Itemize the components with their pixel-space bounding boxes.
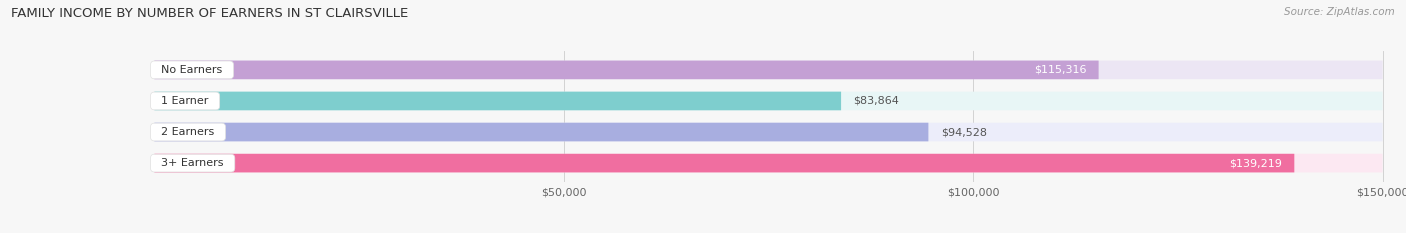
Text: No Earners: No Earners	[155, 65, 229, 75]
FancyBboxPatch shape	[155, 123, 928, 141]
FancyBboxPatch shape	[155, 154, 1382, 172]
FancyBboxPatch shape	[155, 123, 1382, 141]
Text: 3+ Earners: 3+ Earners	[155, 158, 231, 168]
FancyBboxPatch shape	[155, 92, 841, 110]
Text: 1 Earner: 1 Earner	[155, 96, 215, 106]
Text: 2 Earners: 2 Earners	[155, 127, 222, 137]
Text: FAMILY INCOME BY NUMBER OF EARNERS IN ST CLAIRSVILLE: FAMILY INCOME BY NUMBER OF EARNERS IN ST…	[11, 7, 409, 20]
FancyBboxPatch shape	[155, 61, 1382, 79]
Text: $83,864: $83,864	[853, 96, 900, 106]
Text: $115,316: $115,316	[1033, 65, 1087, 75]
FancyBboxPatch shape	[155, 61, 1098, 79]
Text: Source: ZipAtlas.com: Source: ZipAtlas.com	[1284, 7, 1395, 17]
FancyBboxPatch shape	[155, 154, 1295, 172]
Text: $94,528: $94,528	[941, 127, 987, 137]
Text: $139,219: $139,219	[1229, 158, 1282, 168]
FancyBboxPatch shape	[155, 92, 1382, 110]
